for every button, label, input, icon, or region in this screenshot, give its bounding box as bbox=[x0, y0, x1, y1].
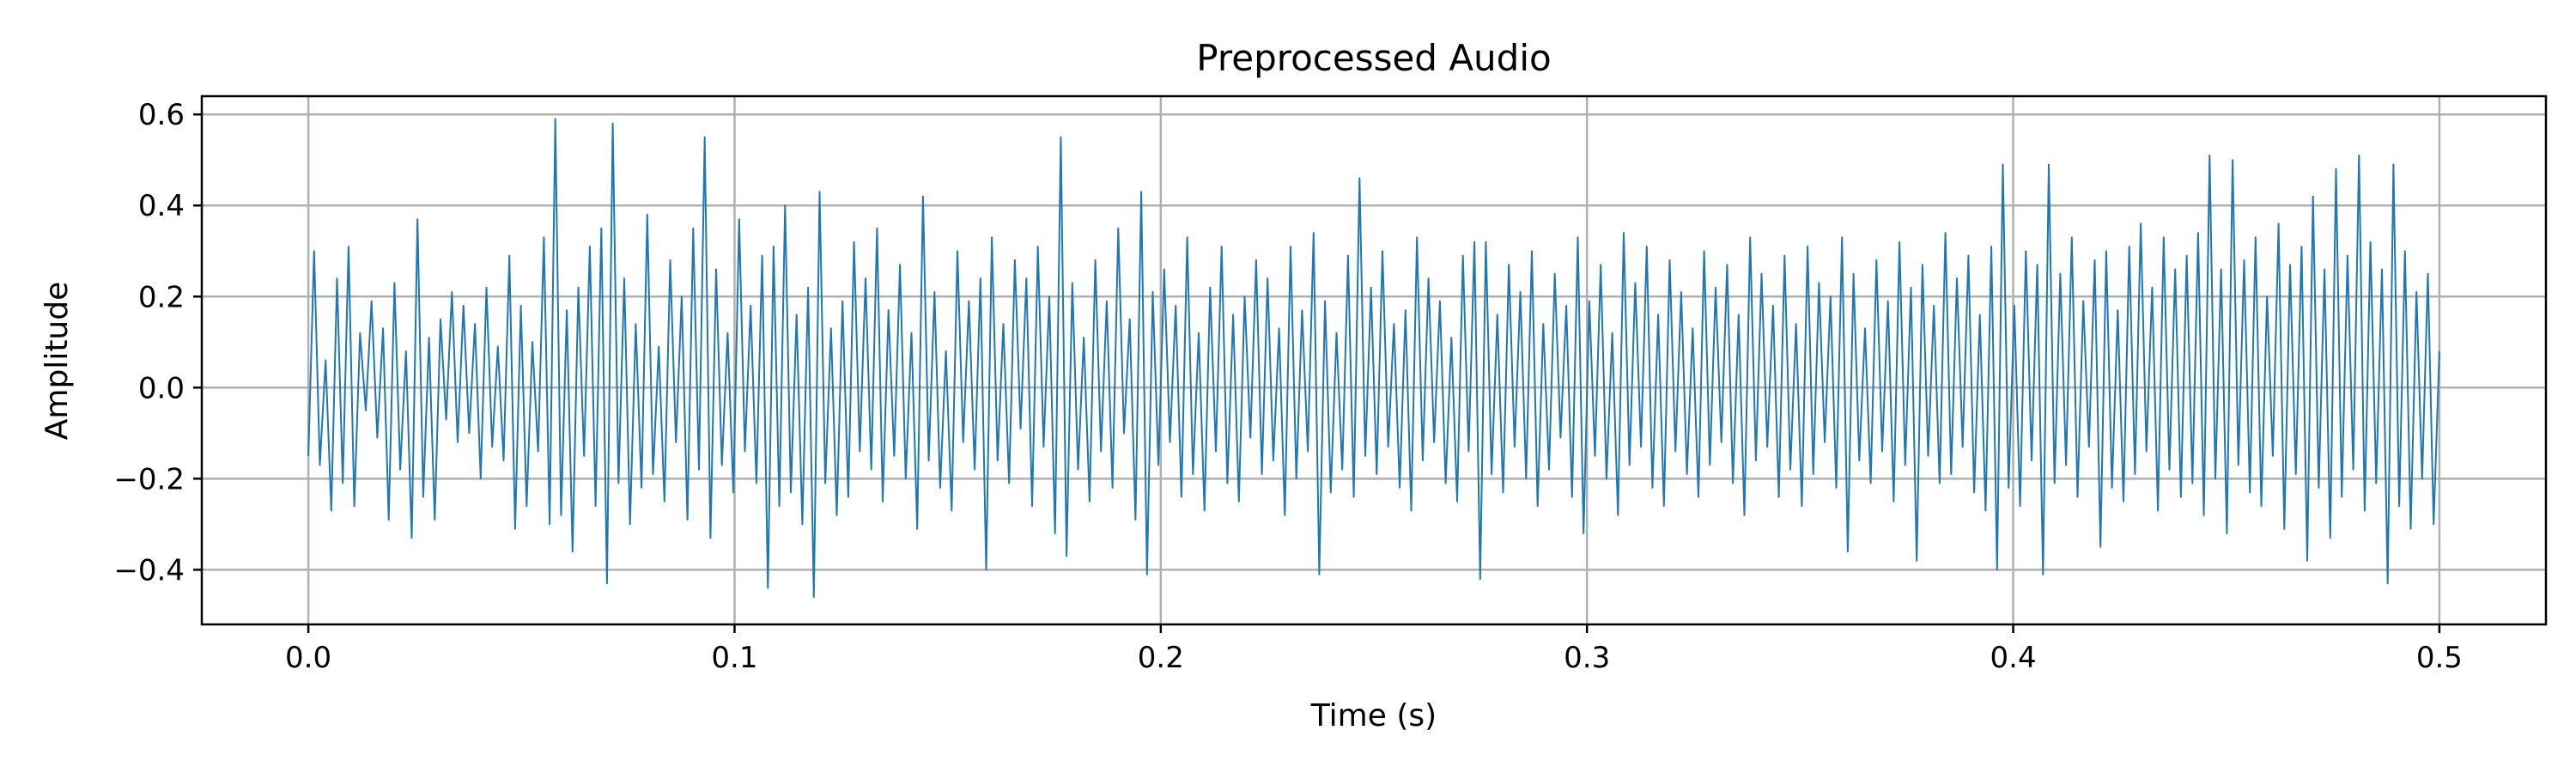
x-tick-label: 0.1 bbox=[711, 641, 757, 675]
axis-ticks: 0.0 0.1 0.2 0.3 0.4 0.5 −0.4 −0.2 0.0 0.2 0.4 0.6 bbox=[113, 98, 2463, 675]
x-tick-label: 0.4 bbox=[1990, 641, 2037, 675]
y-axis-label: Amplitude bbox=[39, 282, 75, 440]
y-tick-label: 0.2 bbox=[138, 280, 185, 314]
y-tick-label: 0.6 bbox=[138, 98, 185, 132]
x-tick-label: 0.2 bbox=[1138, 641, 1184, 675]
series-layer bbox=[307, 118, 2440, 599]
x-tick-label: 0.5 bbox=[2416, 641, 2463, 675]
x-tick-label: 0.3 bbox=[1564, 641, 1610, 675]
chart-title: Preprocessed Audio bbox=[1196, 37, 1551, 79]
y-tick-label: 0.0 bbox=[138, 371, 185, 405]
y-tick-label: −0.2 bbox=[113, 462, 185, 496]
y-tick-label: 0.4 bbox=[138, 189, 185, 223]
x-axis-label: Time (s) bbox=[1310, 698, 1437, 733]
waveform-line bbox=[307, 118, 2440, 599]
plot-frame bbox=[200, 94, 2548, 626]
x-tick-label: 0.0 bbox=[285, 641, 331, 675]
y-tick-label: −0.4 bbox=[113, 553, 185, 587]
